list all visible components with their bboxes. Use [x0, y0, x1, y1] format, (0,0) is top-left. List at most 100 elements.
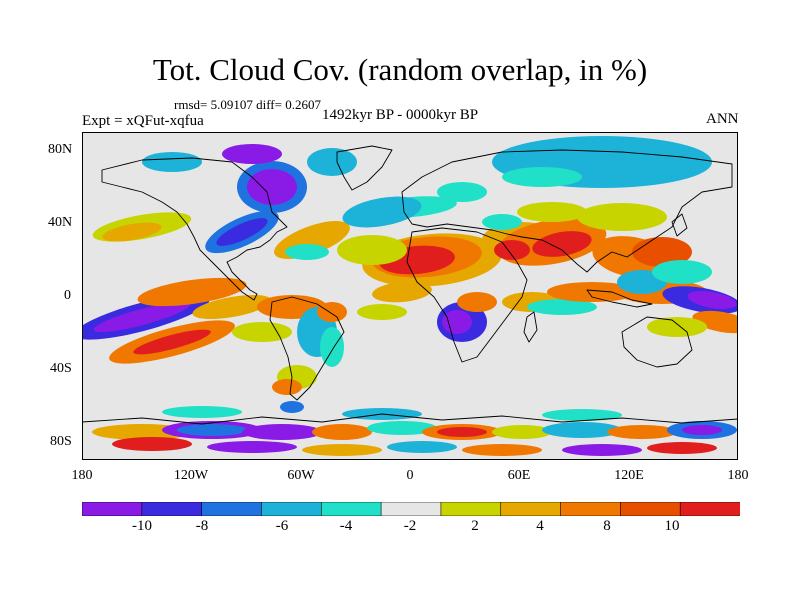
anomaly-region [320, 327, 344, 367]
coastline-antarctica [82, 413, 738, 425]
anomaly-region [93, 301, 191, 333]
colorbar-label: 8 [603, 518, 611, 534]
lon-tick-180w: 180 [71, 468, 93, 483]
anomaly-region [367, 421, 437, 435]
lon-tick-120w: 120W [173, 468, 209, 483]
anomaly-region [242, 424, 322, 440]
colorbar-swatch [82, 502, 143, 516]
coastline-north-america [101, 157, 288, 301]
anomaly-region [607, 425, 677, 439]
anomaly-region [652, 260, 712, 284]
anomaly-region [177, 424, 247, 436]
anomaly-region [647, 442, 717, 454]
colorbar-label: -10 [132, 518, 152, 534]
anomaly-region [682, 425, 722, 435]
colorbar-label: 10 [664, 518, 680, 534]
colorbar-label: -2 [403, 518, 417, 534]
anomaly-region [692, 310, 738, 334]
anomaly-region [162, 406, 242, 418]
coastline-australia [621, 316, 693, 368]
anomaly-region [442, 310, 472, 334]
colorbar-swatch [560, 502, 622, 516]
anomaly-region [302, 444, 382, 456]
colorbar-swatch [320, 502, 382, 516]
lon-tick-60e: 60E [507, 468, 531, 483]
period-label: 1492kyr BP - 0000kyr BP [322, 107, 479, 123]
lat-tick-80n: 80N [48, 142, 73, 157]
map-border [82, 132, 738, 460]
colorbar-swatch [380, 502, 442, 516]
chart-title: Tot. Cloud Cov. (random overlap, in %) [152, 52, 648, 87]
colorbar-swatch [201, 502, 263, 516]
anomaly-region [532, 231, 592, 257]
anomaly-region [232, 322, 292, 342]
anomaly-region [562, 444, 642, 456]
anomaly-region [632, 237, 692, 267]
colorbar-swatch [679, 502, 740, 516]
anomaly-region [280, 401, 304, 413]
stats-text: rmsd= 5.09107 diff= 0.2607 [174, 97, 321, 112]
anomaly-region [342, 196, 422, 228]
anomaly-region [285, 244, 329, 260]
anomaly-region [222, 144, 282, 164]
lat-tick-40s: 40S [50, 361, 72, 376]
coastline-madagascar [523, 311, 538, 343]
anomaly-region [437, 182, 487, 202]
anomaly-region [542, 409, 622, 421]
anomaly-region [687, 291, 737, 309]
colorbar-swatch [141, 502, 203, 516]
lon-tick-0: 0 [406, 468, 414, 483]
anomaly-region [457, 292, 497, 312]
colorbar-swatch [440, 502, 502, 516]
lat-tick-80s: 80S [50, 434, 72, 449]
colorbar-label: -6 [275, 518, 289, 534]
anomaly-region [207, 441, 297, 453]
cloud-cover-map [82, 132, 738, 460]
anomaly-region [142, 152, 202, 172]
coastline-south-america [269, 296, 345, 401]
anomaly-region [494, 240, 530, 260]
anomaly-region [647, 317, 707, 337]
lon-tick-180e: 180 [727, 468, 749, 483]
colorbar-label: -4 [339, 518, 353, 534]
anomaly-region [312, 424, 372, 440]
anomaly-fields [82, 132, 738, 460]
anomaly-region [247, 169, 297, 205]
colorbar-label: 4 [536, 518, 544, 534]
colorbar-swatch [261, 502, 323, 516]
anomaly-region [357, 304, 407, 320]
coastline-greenland [336, 145, 393, 191]
anomaly-region [112, 437, 192, 451]
anomaly-region [133, 329, 211, 355]
anomaly-region [527, 299, 597, 315]
anomaly-region [437, 427, 487, 437]
experiment-label: Expt = xQFut-xqfua [82, 113, 204, 129]
lon-tick-120e: 120E [614, 468, 644, 483]
anomaly-region [272, 379, 302, 395]
coastline-eurasia [401, 149, 733, 273]
anomaly-region [387, 441, 457, 453]
anomaly-region [337, 235, 407, 265]
coastline-indonesia [586, 289, 653, 308]
anomaly-region [372, 281, 432, 303]
anomaly-region [462, 444, 542, 456]
colorbar-label: -8 [195, 518, 209, 534]
season-label: ANN [706, 111, 739, 127]
anomaly-region [542, 422, 622, 438]
coastlines [82, 145, 738, 425]
anomaly-region [192, 294, 272, 320]
lat-tick-0: 0 [64, 288, 71, 303]
anomaly-region [547, 282, 637, 302]
coastline-africa [406, 227, 528, 363]
colorbar [82, 502, 740, 516]
anomaly-region [102, 222, 162, 242]
colorbar-swatch [500, 502, 562, 516]
anomaly-region [216, 218, 268, 246]
colorbar-swatch [620, 502, 681, 516]
anomaly-region [307, 148, 357, 176]
coastline-japan [671, 213, 688, 237]
lat-tick-40n: 40N [48, 215, 73, 230]
anomaly-region [137, 277, 247, 307]
colorbar-label: 2 [471, 518, 479, 534]
anomaly-region [577, 203, 667, 231]
